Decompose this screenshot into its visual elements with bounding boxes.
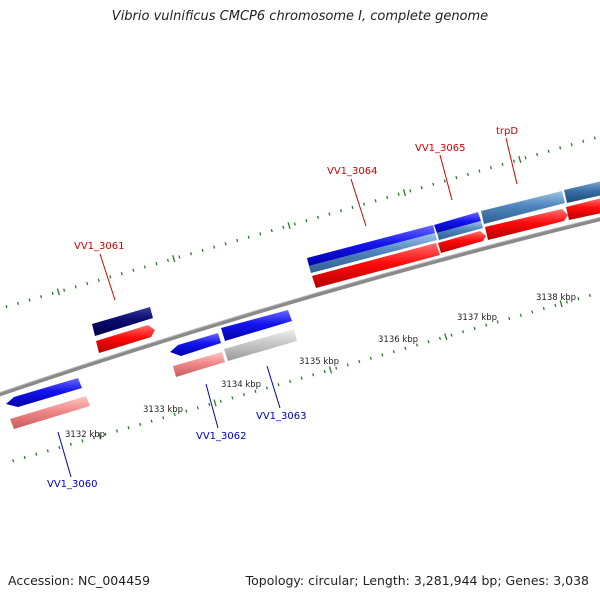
gene-vv1-3061-block[interactable] <box>92 307 153 336</box>
upper-tick-track <box>5 136 596 309</box>
map-title: Vibrio vulnificus CMCP6 chromosome I, co… <box>111 9 489 24</box>
gene-next-steel-block[interactable] <box>564 181 600 203</box>
scale-label-3138: 3138 kbp <box>536 293 576 303</box>
leader-vv1-3065 <box>439 154 453 201</box>
label-vv1-3065: VV1_3065 <box>415 143 466 154</box>
label-vv1-3064: VV1_3064 <box>327 166 378 177</box>
label-vv1-3061: VV1_3061 <box>74 241 125 252</box>
leader-vv1-3063 <box>266 365 281 409</box>
leader-trpd <box>505 137 518 185</box>
gene-vv1-3065-steel-block[interactable] <box>437 221 483 240</box>
gene-trpd-steel-block[interactable] <box>481 191 565 224</box>
scale-label-3133: 3133 kbp <box>143 405 183 415</box>
scale-label-3132: 3132 kbp <box>65 430 105 440</box>
gene-vv1-3062-pink-block[interactable] <box>173 352 225 377</box>
gene-vv1-3062-block[interactable] <box>170 333 221 356</box>
gene-vv1-3065-red-block[interactable] <box>438 231 486 253</box>
leader-vv1-3062 <box>205 383 219 429</box>
scale-label-3134: 3134 kbp <box>221 380 261 390</box>
scale-label-3136: 3136 kbp <box>378 335 418 345</box>
genome-summary-text: Topology: circular; Length: 3,281,944 bp… <box>245 573 589 588</box>
scale-label-3135: 3135 kbp <box>299 357 339 367</box>
label-vv1-3060: VV1_3060 <box>47 479 98 490</box>
gene-vv1-3060-block[interactable] <box>6 378 82 407</box>
lower-tick-track <box>12 293 592 463</box>
leader-vv1-3064 <box>350 178 367 227</box>
label-vv1-3063: VV1_3063 <box>256 411 307 422</box>
leader-vv1-3060 <box>57 431 72 478</box>
gene-vv1-3065-block[interactable] <box>434 212 481 233</box>
gene-next-red-block[interactable] <box>566 198 600 220</box>
gene-vv1-3061-red-block[interactable] <box>96 325 155 353</box>
scale-label-3137: 3137 kbp <box>457 313 497 323</box>
gene-vv1-3064-steel-block[interactable] <box>309 233 437 273</box>
gene-trpd-red-block[interactable] <box>485 209 568 240</box>
chromosome-backbone <box>0 217 600 397</box>
gene-vv1-3060-pink-block[interactable] <box>10 396 90 429</box>
chromosome-backbone-highlight <box>0 216 600 393</box>
gene-vv1-3064-block[interactable] <box>307 225 435 266</box>
gene-vv1-3063-gray-block[interactable] <box>224 329 297 361</box>
gene-vv1-3063-block[interactable] <box>221 310 292 341</box>
label-trpd: trpD <box>496 126 518 137</box>
leader-vv1-3061 <box>99 253 116 301</box>
label-vv1-3062: VV1_3062 <box>196 431 247 442</box>
accession-text: Accession: NC_004459 <box>8 573 151 588</box>
gene-vv1-3064-red-block[interactable] <box>312 243 440 288</box>
